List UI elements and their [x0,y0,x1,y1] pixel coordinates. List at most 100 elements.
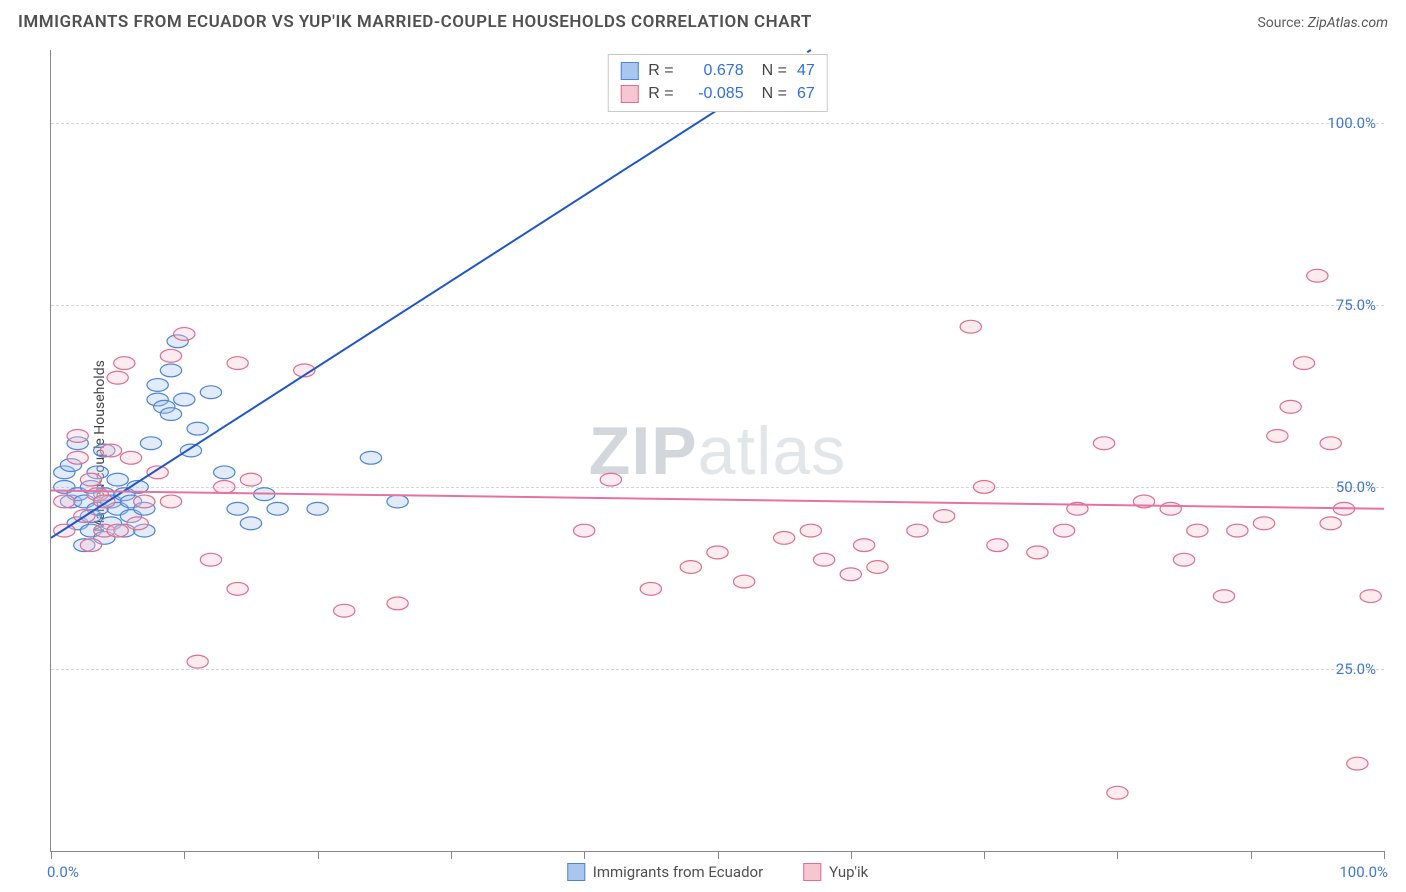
x-tick [1117,851,1118,859]
scatter-point-ecuador [180,444,201,457]
scatter-point-ecuador [160,364,181,377]
scatter-point-yupik [1320,437,1341,450]
scatter-point-ecuador [107,473,128,486]
scatter-point-ecuador [160,408,181,421]
scatter-point-yupik [1160,502,1181,515]
n-value-ecuador: 47 [797,59,815,82]
legend-swatch-yupik [620,85,638,103]
legend-row-ecuador: R = 0.678 N = 47 [620,59,814,82]
scatter-point-yupik [813,553,834,566]
scatter-point-ecuador [227,502,248,515]
n-label: N = [762,59,787,82]
series-legend: Immigrants from Ecuador Yup'ik [567,863,868,881]
n-label: N = [762,82,787,105]
chart-title: IMMIGRANTS FROM ECUADOR VS YUP'IK MARRIE… [18,12,812,32]
x-axis-start-label: 0.0% [47,863,79,881]
scatter-point-yupik [907,524,928,537]
scatter-point-yupik [600,473,621,486]
scatter-point-yupik [200,553,221,566]
scatter-point-yupik [1307,269,1328,282]
legend-item-yupik: Yup'ik [803,863,868,881]
x-tick [984,851,985,859]
scatter-point-yupik [1053,524,1074,537]
scatter-point-yupik [800,524,821,537]
scatter-point-ecuador [147,379,168,392]
x-tick [718,851,719,859]
scatter-point-yupik [227,357,248,370]
scatter-point-ecuador [187,422,208,435]
scatter-point-yupik [1187,524,1208,537]
x-tick [851,851,852,859]
scatter-point-ecuador [200,386,221,399]
source-value: ZipAtlas.com [1308,15,1388,31]
legend-swatch-yupik [803,863,821,881]
scatter-point-yupik [1227,524,1248,537]
correlation-legend: R = 0.678 N = 47 R = -0.085 N = 67 [607,54,827,112]
legend-swatch-ecuador [567,863,585,881]
scatter-point-yupik [840,568,861,581]
scatter-point-yupik [187,655,208,668]
n-value-yupik: 67 [797,82,815,105]
scatter-point-yupik [733,575,754,588]
legend-item-ecuador: Immigrants from Ecuador [567,863,763,881]
x-tick [184,851,185,859]
scatter-point-yupik [1267,430,1288,443]
scatter-point-yupik [933,510,954,523]
scatter-point-yupik [120,451,141,464]
scatter-point-yupik [1347,757,1368,770]
scatter-point-yupik [853,539,874,552]
scatter-point-yupik [214,481,235,494]
legend-swatch-ecuador [620,62,638,80]
scatter-point-yupik [387,597,408,610]
scatter-point-ecuador [307,502,328,515]
r-label: R = [648,59,673,82]
x-tick [451,851,452,859]
scatter-point-yupik [773,531,794,544]
x-tick [318,851,319,859]
scatter-point-yupik [1213,590,1234,603]
scatter-point-yupik [54,495,75,508]
x-tick [51,851,52,859]
source-label: Source: [1257,15,1307,31]
chart-source: Source: ZipAtlas.com [1257,15,1388,31]
scatter-point-yupik [227,582,248,595]
scatter-point-yupik [1293,357,1314,370]
scatter-point-yupik [114,357,135,370]
legend-row-yupik: R = -0.085 N = 67 [620,82,814,105]
scatter-point-yupik [1173,553,1194,566]
scatter-point-ecuador [174,393,195,406]
r-value-yupik: -0.085 [684,82,744,105]
scatter-point-yupik [174,328,195,341]
scatter-point-yupik [334,604,355,617]
scatter-point-ecuador [267,502,288,515]
scatter-point-yupik [1107,786,1128,799]
scatter-point-ecuador [140,437,161,450]
scatter-point-yupik [67,451,88,464]
scatter-point-yupik [1253,517,1274,530]
plot-area: ZIPatlas 25.0%50.0%75.0%100.0% 0.0% 100.… [50,50,1384,852]
x-tick [1251,851,1252,859]
scatter-point-yupik [134,495,155,508]
scatter-point-ecuador [360,451,381,464]
scatter-point-yupik [147,466,168,479]
r-value-ecuador: 0.678 [684,59,744,82]
scatter-point-yupik [707,546,728,559]
scatter-point-ecuador [214,466,235,479]
scatter-point-yupik [1360,590,1381,603]
scatter-point-yupik [80,473,101,486]
scatter-point-yupik [1320,517,1341,530]
scatter-point-yupik [574,524,595,537]
scatter-point-yupik [1093,437,1114,450]
scatter-point-ecuador [240,517,261,530]
legend-label-ecuador: Immigrants from Ecuador [593,863,763,881]
chart-header: IMMIGRANTS FROM ECUADOR VS YUP'IK MARRIE… [18,12,1388,32]
scatter-point-ecuador [387,495,408,508]
scatter-point-yupik [107,524,128,537]
x-tick [1384,851,1385,859]
scatter-point-yupik [1280,400,1301,413]
x-axis-end-label: 100.0% [1339,863,1388,881]
scatter-point-yupik [160,349,181,362]
scatter-svg-layer [51,50,1384,851]
scatter-point-yupik [960,320,981,333]
scatter-point-yupik [680,561,701,574]
